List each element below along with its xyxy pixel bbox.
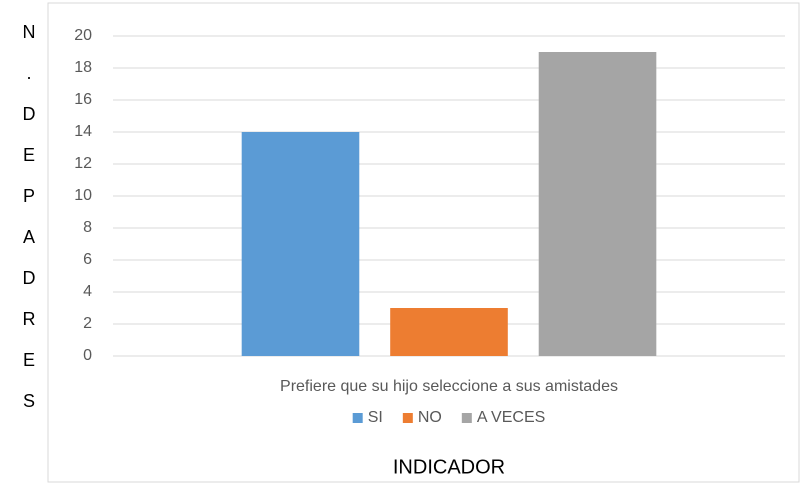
- y-tick-label: 12: [74, 155, 92, 172]
- y-axis-label: N.DEPADRES: [19, 22, 39, 432]
- y-tick-label: 10: [74, 187, 92, 204]
- y-tick-label: 14: [74, 123, 92, 140]
- y-tick-label: 16: [74, 91, 92, 108]
- y-tick-label: 20: [74, 27, 92, 44]
- y-tick-label: 18: [74, 59, 92, 76]
- y-tick-label: 4: [83, 283, 92, 300]
- y-tick-label: 0: [83, 347, 92, 364]
- legend-label: A VECES: [477, 409, 545, 426]
- bar: [538, 52, 657, 356]
- bar: [390, 308, 508, 356]
- bar: [241, 132, 360, 356]
- y-tick-label: 6: [83, 251, 92, 268]
- chart-border: [47, 2, 800, 483]
- legend-swatch: [461, 413, 472, 423]
- x-tick-label: Prefiere que su hijo seleccione a sus am…: [280, 378, 618, 395]
- legend-swatch: [402, 413, 413, 423]
- y-tick-label: 8: [83, 219, 92, 236]
- x-axis-label: INDICADOR: [393, 456, 505, 478]
- legend-swatch: [352, 413, 363, 423]
- y-tick-label: 2: [83, 315, 92, 332]
- legend-label: SI: [368, 409, 383, 426]
- legend-label: NO: [418, 409, 442, 426]
